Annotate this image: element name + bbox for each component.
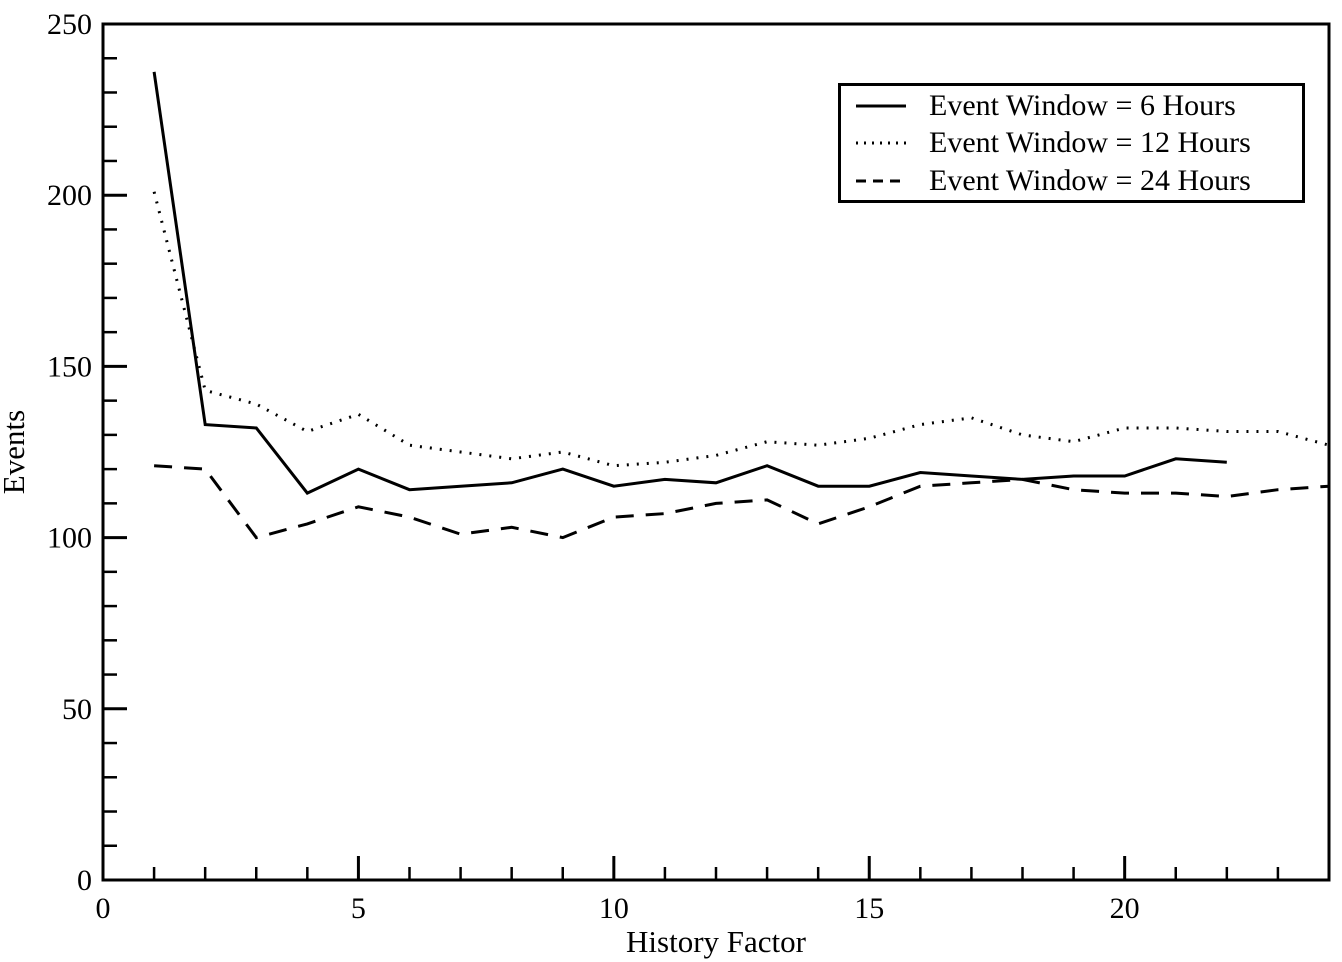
x-tick-label: 5 [351,892,366,925]
y-tick-label: 250 [47,8,92,41]
legend-item-0: Event Window = 6 Hours [855,88,1302,124]
x-axis-label: History Factor [626,924,807,959]
y-tick-label: 0 [77,864,92,897]
x-tick-label: 10 [599,892,629,925]
legend-sample-solid-line [856,104,906,107]
series-line-0-solid [152,71,1227,495]
legend-label: Event Window = 24 Hours [929,163,1251,197]
x-tick-label: 20 [1110,892,1140,925]
y-axis-label: Events [0,410,31,494]
axis-ticks [101,22,1331,882]
x-tick-label: 0 [96,892,111,925]
y-tick-label: 150 [47,350,92,383]
y-tick-label: 50 [62,693,92,726]
legend-label: Event Window = 6 Hours [929,88,1236,122]
y-tick-label: 100 [47,522,92,555]
legend-sample-dashed-line [856,179,906,182]
legend-item-2: Event Window = 24 Hours [855,163,1302,199]
series-line-2-dashed [154,464,1330,540]
x-tick-label: 15 [854,892,884,925]
legend-sample-dotted-line [856,141,906,145]
legend: Event Window = 6 Hours Event Window = 12 … [838,83,1305,203]
legend-item-1: Event Window = 12 Hours [855,125,1302,161]
series-lines [152,71,1330,540]
y-tick-label: 200 [47,179,92,212]
series-line-1-dotted [152,191,1330,468]
legend-label: Event Window = 12 Hours [929,126,1251,159]
